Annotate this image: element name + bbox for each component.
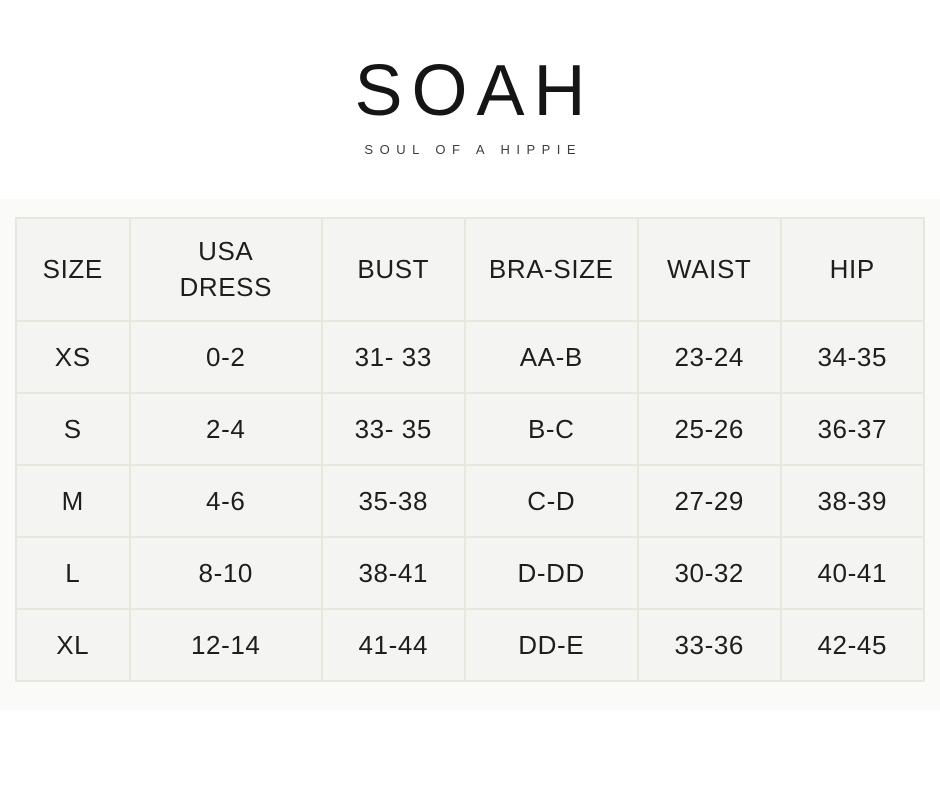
bust-cell: 33- 35 (320, 392, 466, 466)
bust-cell: 41-44 (320, 608, 466, 682)
bust-cell: 38-41 (320, 536, 466, 610)
dress-cell: 8-10 (128, 536, 323, 610)
table-row-l: L 8-10 38-41 D-DD 30-32 40-41 (15, 536, 925, 610)
col-header-bust: BUST (320, 217, 466, 322)
size-cell: S (15, 392, 131, 466)
col-header-bra-size: BRA-SIZE (463, 217, 639, 322)
size-cell: XS (15, 320, 131, 394)
bust-cell: 31- 33 (320, 320, 466, 394)
dress-cell: 0-2 (128, 320, 323, 394)
waist-cell: 30-32 (636, 536, 782, 610)
waist-cell: 25-26 (636, 392, 782, 466)
waist-cell: 33-36 (636, 608, 782, 682)
table-row-xl: XL 12-14 41-44 DD-E 33-36 42-45 (15, 608, 925, 682)
brand-tagline: SOUL OF A HIPPIE (364, 141, 583, 157)
size-chart-section: SIZE USA DRESS BUST BRA-SIZE WAIST HIP X… (0, 199, 940, 710)
col-header-size: SIZE (15, 217, 131, 322)
bra-cell: B-C (463, 392, 639, 466)
col-header-hip: HIP (779, 217, 925, 322)
waist-cell: 23-24 (636, 320, 782, 394)
bust-cell: 35-38 (320, 464, 466, 538)
table-row-s: S 2-4 33- 35 B-C 25-26 36-37 (15, 392, 925, 466)
waist-cell: 27-29 (636, 464, 782, 538)
size-cell: XL (15, 608, 131, 682)
brand-logo: SOAH (354, 51, 595, 132)
table-row-m: M 4-6 35-38 C-D 27-29 38-39 (15, 464, 925, 538)
dress-cell: 4-6 (128, 464, 323, 538)
dress-cell: 2-4 (128, 392, 323, 466)
bra-cell: DD-E (463, 608, 639, 682)
hip-cell: 40-41 (779, 536, 925, 610)
masthead: SOAH SOUL OF A HIPPIE (0, 0, 940, 199)
table-row-xs: XS 0-2 31- 33 AA-B 23-24 34-35 (15, 320, 925, 394)
dress-cell: 12-14 (128, 608, 323, 682)
header-row: SIZE USA DRESS BUST BRA-SIZE WAIST HIP (15, 217, 925, 322)
hip-cell: 34-35 (779, 320, 925, 394)
col-header-usa-dress: USA DRESS (128, 217, 323, 322)
hip-cell: 36-37 (779, 392, 925, 466)
bra-cell: D-DD (463, 536, 639, 610)
size-chart-table: SIZE USA DRESS BUST BRA-SIZE WAIST HIP X… (15, 217, 925, 682)
bra-cell: C-D (463, 464, 639, 538)
hip-cell: 38-39 (779, 464, 925, 538)
size-cell: L (15, 536, 131, 610)
size-cell: M (15, 464, 131, 538)
col-header-waist: WAIST (636, 217, 782, 322)
hip-cell: 42-45 (779, 608, 925, 682)
bra-cell: AA-B (463, 320, 639, 394)
